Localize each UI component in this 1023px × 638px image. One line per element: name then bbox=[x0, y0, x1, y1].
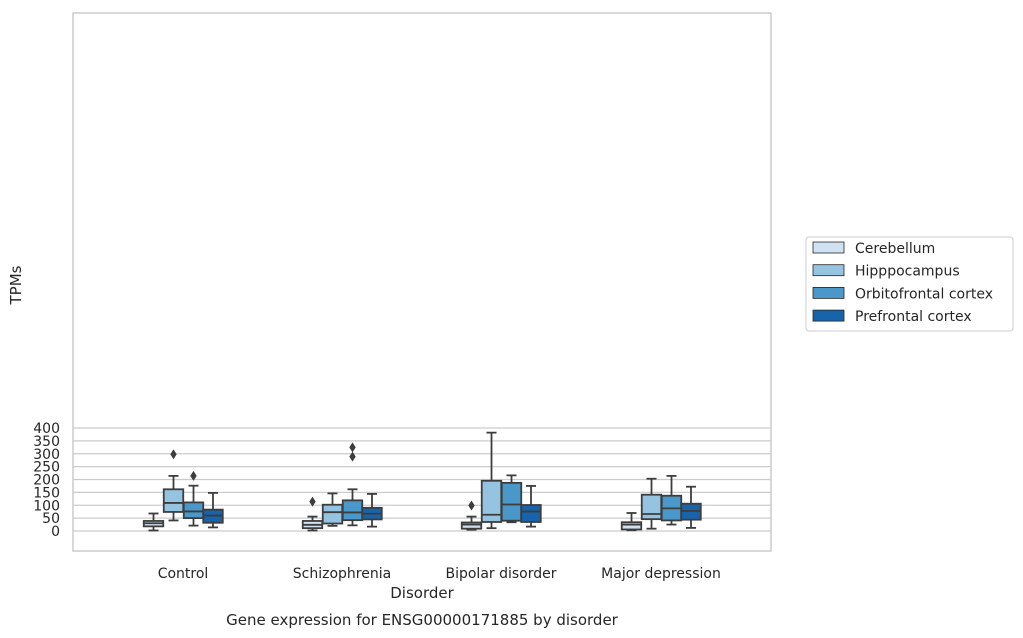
y-tick-100: 100 bbox=[33, 498, 60, 514]
box-iqr bbox=[620, 521, 643, 531]
box-iqr bbox=[520, 504, 542, 523]
box-iqr bbox=[460, 521, 483, 530]
box-iqr bbox=[480, 479, 503, 523]
box-orbitofrontal-cortex-1 bbox=[341, 442, 364, 527]
x-tick-labels: Control Schizophrenia Bipolar disorder Majo… bbox=[158, 566, 721, 582]
outlier-point-0 bbox=[190, 470, 197, 481]
legend-label-orbitofrontal-cortex: Orbitofrontal cortex bbox=[855, 286, 993, 302]
box-hipppocampus-0 bbox=[162, 449, 185, 522]
box-cerebellum-3 bbox=[620, 512, 643, 532]
legend-label-cerebellum: Cerebellum bbox=[855, 241, 935, 257]
outlier-point-0 bbox=[468, 500, 475, 511]
box-iqr bbox=[182, 501, 205, 520]
y-tick-250: 250 bbox=[33, 460, 60, 476]
box-iqr bbox=[162, 488, 185, 513]
box-orbitofrontal-cortex-2 bbox=[500, 474, 523, 524]
legend: Cerebellum Hipppocampus Orbitofrontal cort… bbox=[805, 236, 1014, 332]
box-prefrontal-cortex-1 bbox=[361, 493, 383, 528]
y-tick-0: 0 bbox=[51, 524, 60, 540]
legend-label-hipppocampus: Hipppocampus bbox=[855, 264, 960, 280]
box-series-group bbox=[142, 431, 702, 532]
x-axis-label: Disorder bbox=[390, 584, 454, 602]
x-tick-control: Control bbox=[158, 566, 209, 582]
box-iqr bbox=[341, 499, 364, 522]
box-cerebellum-1 bbox=[301, 496, 324, 532]
y-tick-400: 400 bbox=[33, 421, 60, 437]
legend-frame bbox=[805, 236, 1014, 332]
x-tick-bipolar-disorder: Bipolar disorder bbox=[445, 566, 556, 582]
box-iqr bbox=[321, 503, 344, 525]
x-tick-schizophrenia: Schizophrenia bbox=[293, 566, 391, 582]
box-prefrontal-cortex-0 bbox=[202, 491, 224, 529]
box-hipppocampus-3 bbox=[640, 477, 663, 530]
box-iqr bbox=[500, 481, 523, 522]
box-cerebellum-2 bbox=[460, 500, 483, 531]
legend-swatch-prefrontal-cortex bbox=[812, 309, 845, 322]
box-iqr bbox=[640, 493, 663, 521]
y-tick-350: 350 bbox=[33, 434, 60, 450]
y-tick-200: 200 bbox=[33, 473, 60, 489]
box-prefrontal-cortex-2 bbox=[520, 485, 542, 528]
outlier-point-1 bbox=[349, 442, 356, 453]
outlier-point-0 bbox=[349, 451, 356, 462]
box-orbitofrontal-cortex-0 bbox=[182, 470, 205, 527]
y-tick-50: 50 bbox=[42, 511, 60, 527]
outlier-point-0 bbox=[309, 496, 316, 507]
box-orbitofrontal-cortex-3 bbox=[660, 474, 683, 526]
y-axis-label: TPMs bbox=[7, 265, 25, 305]
outlier-point-0 bbox=[170, 449, 177, 460]
x-tick-major-depression: Major depression bbox=[601, 566, 721, 582]
chart-caption: Gene expression for ENSG00000171885 by d… bbox=[226, 611, 619, 629]
plot-area bbox=[72, 12, 772, 552]
y-tick-300: 300 bbox=[33, 447, 60, 463]
y-tick-150: 150 bbox=[33, 485, 60, 501]
legend-label-prefrontal-cortex: Prefrontal cortex bbox=[855, 309, 972, 325]
legend-swatch-hipppocampus bbox=[812, 264, 845, 277]
legend-swatch-cerebellum bbox=[812, 241, 845, 254]
box-prefrontal-cortex-3 bbox=[680, 485, 702, 529]
box-cerebellum-0 bbox=[142, 512, 165, 532]
legend-swatch-orbitofrontal-cortex bbox=[812, 286, 845, 299]
box-hipppocampus-2 bbox=[480, 431, 503, 530]
